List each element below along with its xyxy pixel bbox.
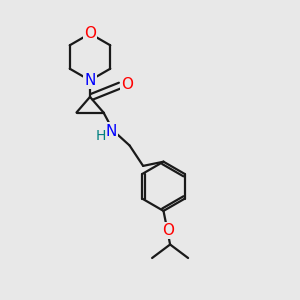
Text: H: H: [95, 129, 106, 143]
Text: N: N: [84, 73, 96, 88]
Text: O: O: [122, 76, 134, 92]
Text: O: O: [162, 223, 174, 238]
Text: N: N: [105, 124, 116, 139]
Text: O: O: [84, 26, 96, 41]
